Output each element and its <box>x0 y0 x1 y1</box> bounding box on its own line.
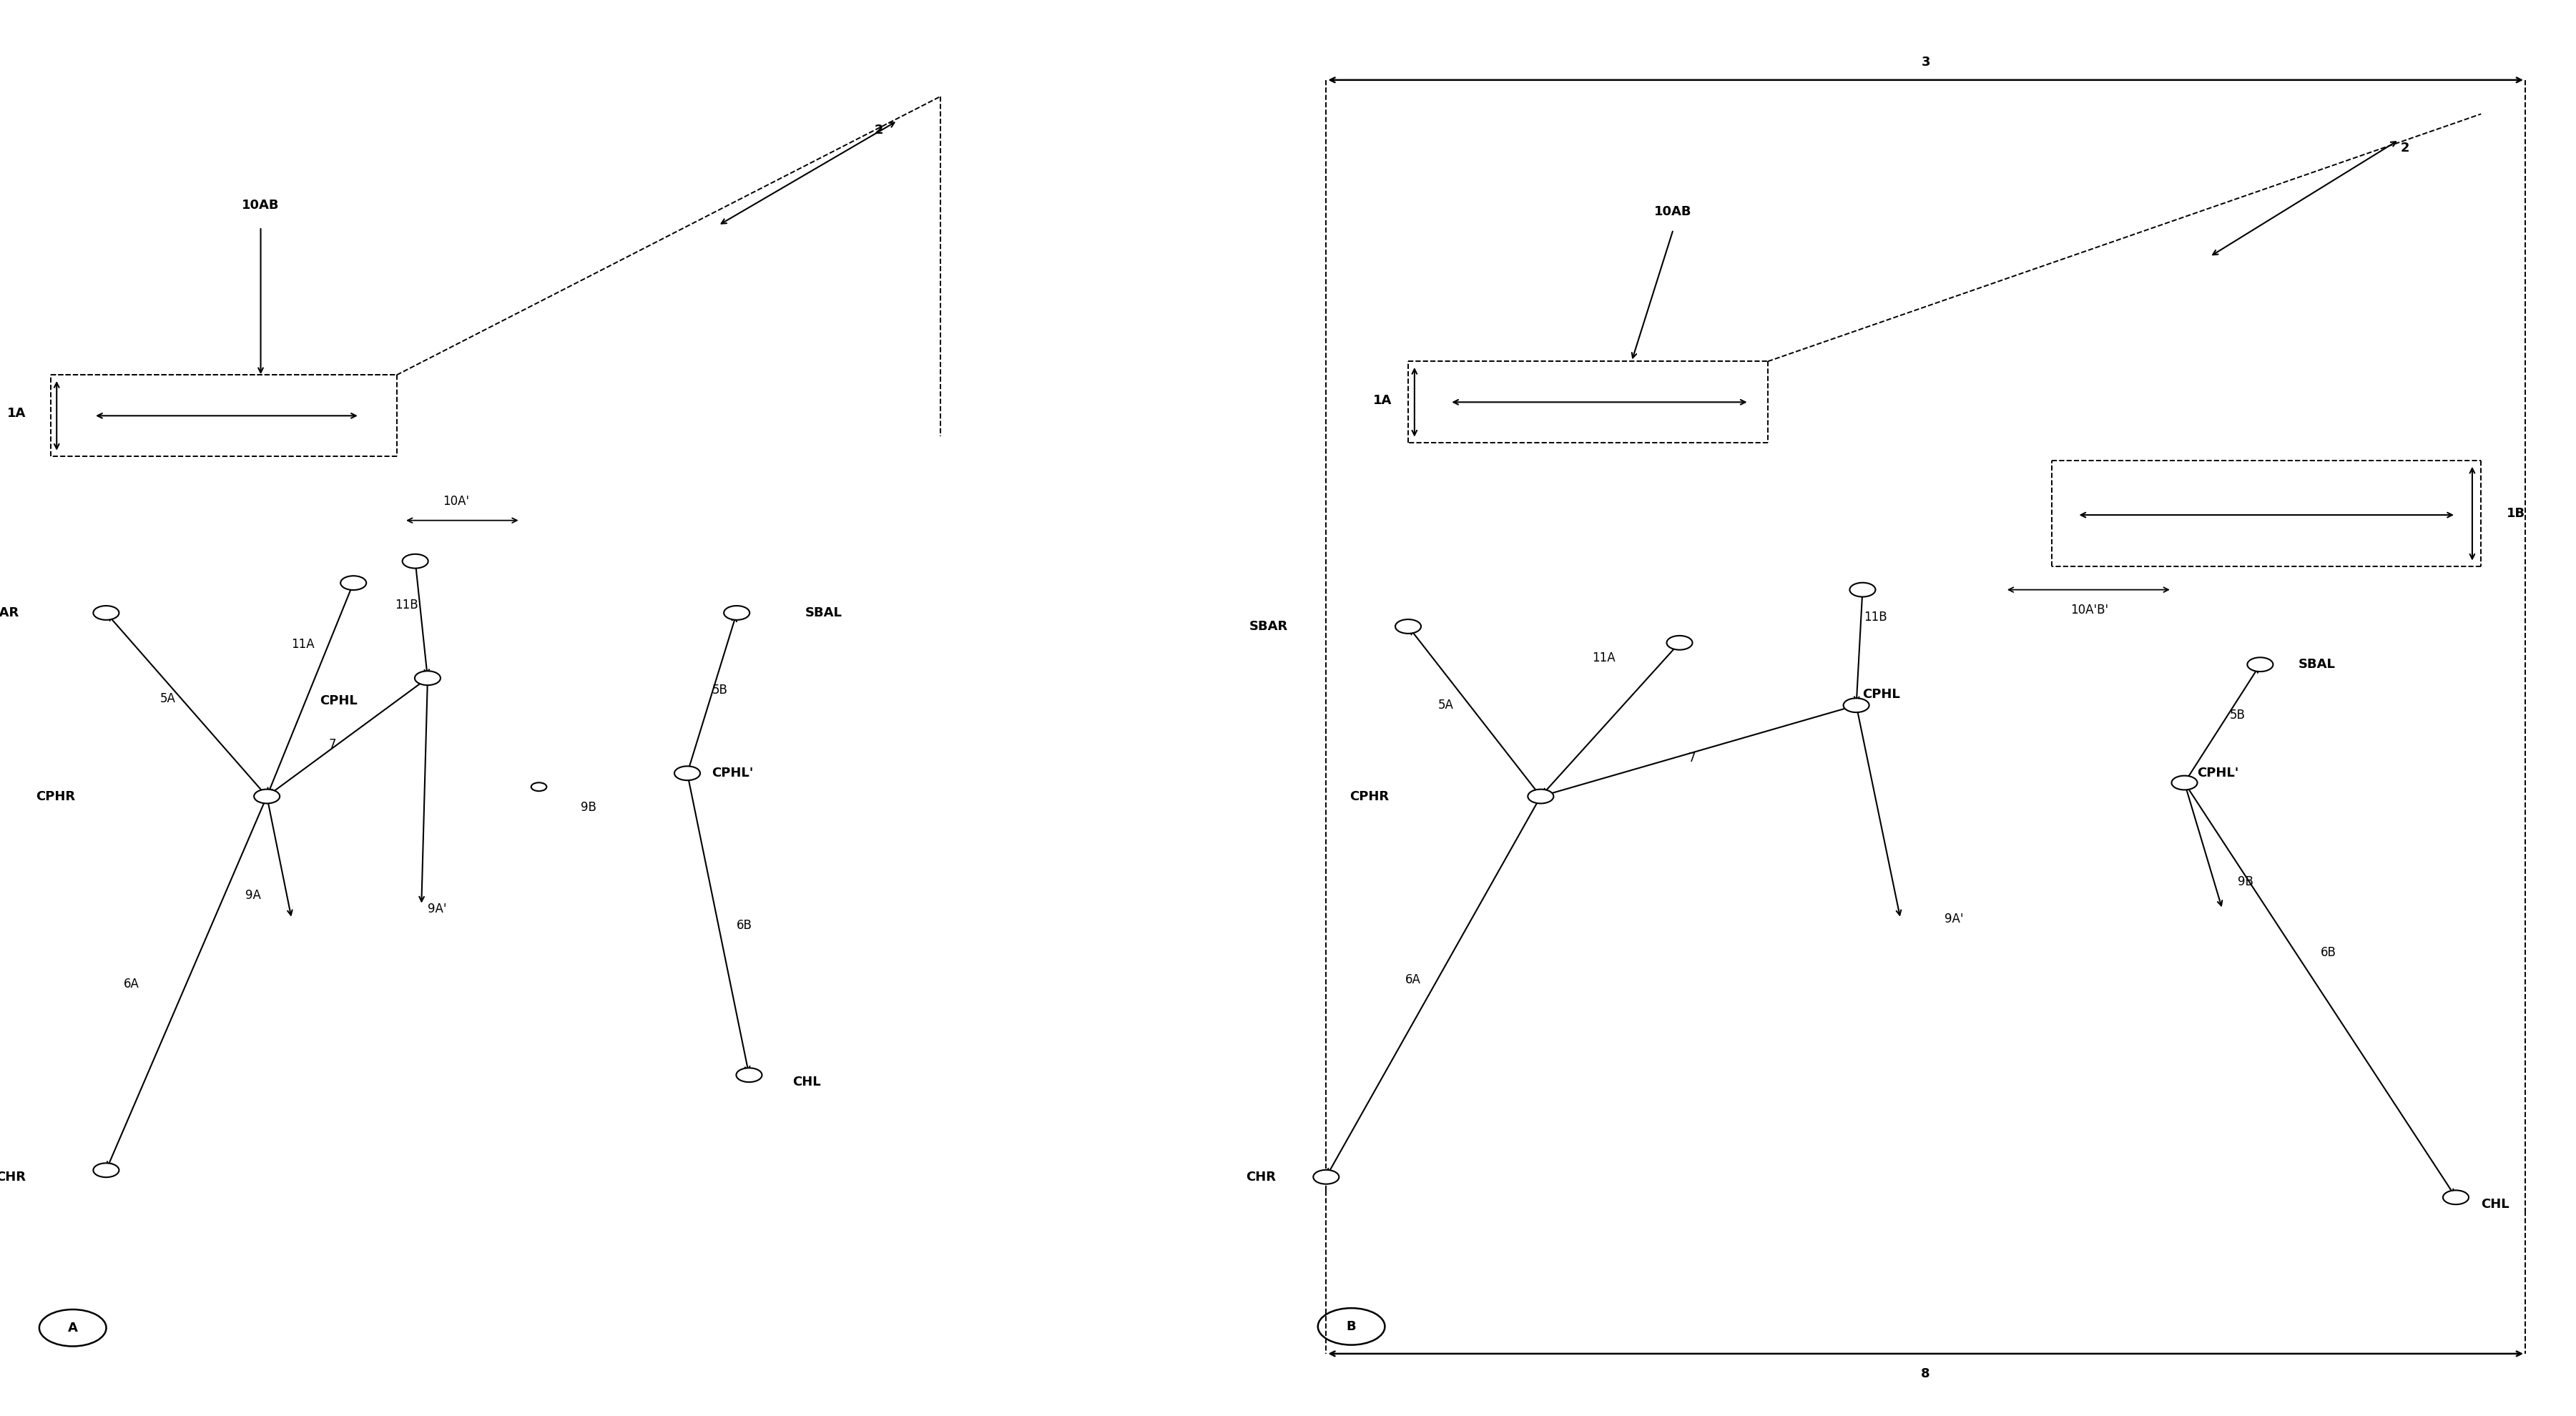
Text: 6B: 6B <box>737 919 752 932</box>
Text: 7: 7 <box>1687 752 1695 765</box>
Text: CHL: CHL <box>2481 1198 2509 1211</box>
Circle shape <box>724 606 750 620</box>
Text: 1A: 1A <box>1373 394 1391 408</box>
Text: 2: 2 <box>873 123 884 137</box>
Text: SBAL: SBAL <box>2298 658 2336 671</box>
Text: 10B': 10B' <box>590 613 623 626</box>
Text: 9: 9 <box>1682 1039 1690 1052</box>
Text: CHR: CHR <box>1247 1171 1275 1184</box>
Text: 11A: 11A <box>1592 651 1615 664</box>
Circle shape <box>93 606 118 620</box>
Text: 11B: 11B <box>1862 610 1886 623</box>
Circle shape <box>1667 636 1692 650</box>
Circle shape <box>1850 582 1875 596</box>
Text: SBAL: SBAL <box>804 606 842 619</box>
Circle shape <box>1528 789 1553 803</box>
Text: 10A'B': 10A'B' <box>2071 603 2110 616</box>
Text: A: A <box>67 1321 77 1334</box>
Text: 5A: 5A <box>1437 700 1453 712</box>
Text: 9B: 9B <box>2239 875 2254 888</box>
Text: CPHL': CPHL' <box>711 767 755 780</box>
Circle shape <box>255 789 281 803</box>
Text: SBAR: SBAR <box>0 606 21 619</box>
Text: CHR: CHR <box>0 1171 26 1184</box>
Circle shape <box>415 671 440 685</box>
Text: CHL: CHL <box>793 1075 822 1089</box>
Text: 6A: 6A <box>124 977 139 990</box>
Text: 7: 7 <box>330 738 335 750</box>
Text: SBAR: SBAR <box>1249 620 1288 633</box>
Text: 5B: 5B <box>714 684 729 697</box>
Text: B: B <box>1347 1320 1355 1332</box>
Text: 10AB: 10AB <box>242 198 278 211</box>
Text: CPHR: CPHR <box>36 790 75 803</box>
Circle shape <box>1844 698 1870 712</box>
Text: 1B: 1B <box>2506 507 2524 520</box>
Circle shape <box>737 1068 762 1082</box>
Circle shape <box>1314 1170 1340 1184</box>
Text: 8: 8 <box>1922 1368 1929 1381</box>
Text: 2: 2 <box>2401 142 2409 154</box>
Text: 9B: 9B <box>580 801 595 814</box>
Text: CPHL: CPHL <box>319 695 358 708</box>
Text: 10A': 10A' <box>443 496 469 508</box>
Text: 11B: 11B <box>394 598 417 612</box>
Text: 9A': 9A' <box>1945 912 1963 925</box>
Text: 9A: 9A <box>245 889 260 902</box>
Text: 1A: 1A <box>8 406 26 419</box>
Text: 11A: 11A <box>291 637 314 650</box>
Circle shape <box>2172 776 2197 790</box>
Text: 5B: 5B <box>2228 708 2246 721</box>
Text: CPHL': CPHL' <box>2197 767 2239 780</box>
Text: 6A: 6A <box>1404 973 1422 987</box>
Text: 10AB: 10AB <box>1654 205 1692 218</box>
Text: CPHR: CPHR <box>1350 790 1388 803</box>
Circle shape <box>531 783 546 792</box>
Circle shape <box>340 576 366 590</box>
Circle shape <box>675 766 701 780</box>
Text: CPHL: CPHL <box>1862 688 1901 701</box>
Circle shape <box>2442 1191 2468 1205</box>
Text: 9A': 9A' <box>428 903 446 916</box>
Text: 6B: 6B <box>2321 946 2336 959</box>
Circle shape <box>93 1163 118 1177</box>
Text: 5A: 5A <box>160 692 175 705</box>
Circle shape <box>1396 619 1422 633</box>
Circle shape <box>2246 657 2272 671</box>
Circle shape <box>402 554 428 568</box>
Text: 3: 3 <box>1922 55 1929 69</box>
